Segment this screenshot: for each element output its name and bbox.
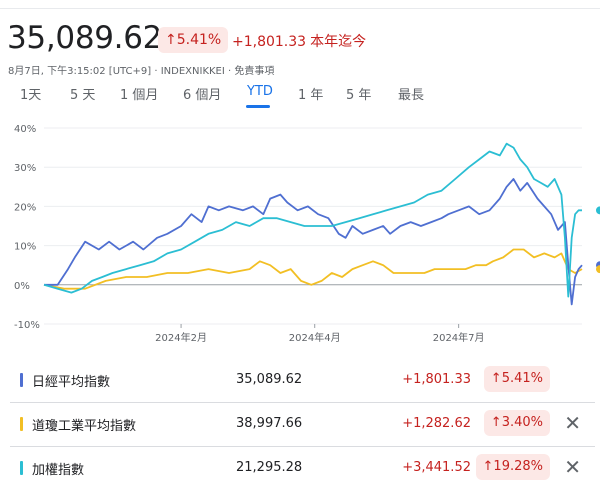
tab-1y[interactable]: 1 年 (298, 88, 324, 103)
comparison-row[interactable]: 道瓊工業平均指數 38,997.66 +1,282.62 ↑3.40% ✕ (10, 402, 595, 447)
tab-1d[interactable]: 1天 (20, 88, 42, 103)
series-name: 日經平均指數 (32, 375, 111, 390)
series-value: 38,997.66 (236, 416, 303, 431)
percent-change-value: 5.41% (176, 32, 222, 48)
series-swatch (20, 373, 23, 387)
series-percent-badge: ↑5.41% (483, 366, 550, 392)
series-end-point (596, 265, 600, 274)
absolute-change-value: +1,801.33 (232, 34, 307, 50)
absolute-change: +1,801.33 本年迄今 (232, 31, 366, 51)
series-change: +1,801.33 (402, 372, 471, 387)
ytd-line-chart[interactable]: 40% 30% 20% 10% 0% -10% 2024年2月 2024年4月 2024年7月 (0, 118, 600, 353)
comparison-row[interactable]: 日經平均指數 35,089.62 +1,801.33 ↑5.41% (10, 358, 595, 403)
tab-max[interactable]: 最長 (398, 88, 425, 103)
percent-change-badge: ↑5.41% (158, 27, 229, 53)
series-percent-badge: ↑19.28% (475, 454, 550, 480)
tab-5d[interactable]: 5 天 (70, 88, 96, 103)
close-icon[interactable]: ✕ (564, 411, 581, 435)
tab-1m[interactable]: 1 個月 (120, 88, 159, 103)
x-tick-label: 2024年2月 (155, 331, 207, 344)
series-percent-badge: ↑3.40% (483, 410, 550, 436)
y-tick-label: -10% (14, 320, 40, 331)
active-tab-indicator (246, 105, 270, 108)
arrow-up-icon: ↑ (490, 415, 502, 430)
series-change: +3,441.52 (402, 460, 471, 475)
y-tick-label: 20% (14, 202, 36, 213)
x-tick-label: 2024年4月 (289, 331, 341, 344)
series-percent: 5.41% (501, 371, 543, 386)
y-tick-label: 10% (14, 242, 36, 253)
series-line (43, 248, 583, 290)
arrow-up-icon: ↑ (482, 459, 494, 474)
series-line (43, 142, 582, 298)
series-name: 加權指數 (32, 463, 85, 478)
tab-6m[interactable]: 6 個月 (183, 88, 222, 103)
series-value: 21,295.28 (236, 460, 303, 475)
series-swatch (20, 417, 23, 431)
top-divider (0, 8, 600, 9)
x-tick-label: 2024年7月 (433, 331, 485, 344)
tab-5y[interactable]: 5 年 (346, 88, 372, 103)
comparison-row[interactable]: 加權指數 21,295.28 +3,441.52 ↑19.28% ✕ (10, 446, 595, 490)
series-value: 35,089.62 (236, 372, 303, 387)
y-tick-label: 30% (14, 163, 36, 174)
period-label: 本年迄今 (310, 34, 367, 50)
series-name: 道瓊工業平均指數 (32, 419, 137, 434)
series-swatch (20, 461, 23, 475)
series-percent: 3.40% (501, 415, 543, 430)
range-tabs: 1天 5 天 1 個月 6 個月 YTD 1 年 5 年 最長 (0, 84, 600, 108)
arrow-up-icon: ↑ (165, 32, 177, 48)
series-line (44, 178, 583, 306)
quote-meta: 8月7日, 下午3:15:02 [UTC+9] · INDEXNIKKEI · … (8, 66, 275, 77)
series-percent: 19.28% (493, 459, 543, 474)
arrow-up-icon: ↑ (490, 371, 502, 386)
close-icon[interactable]: ✕ (564, 455, 581, 479)
index-price: 35,089.62 (7, 20, 163, 56)
tab-ytd[interactable]: YTD (247, 84, 273, 99)
y-tick-label: 40% (14, 124, 36, 135)
series-end-point (596, 206, 600, 215)
y-tick-label: 0% (14, 281, 30, 292)
series-change: +1,282.62 (402, 416, 471, 431)
